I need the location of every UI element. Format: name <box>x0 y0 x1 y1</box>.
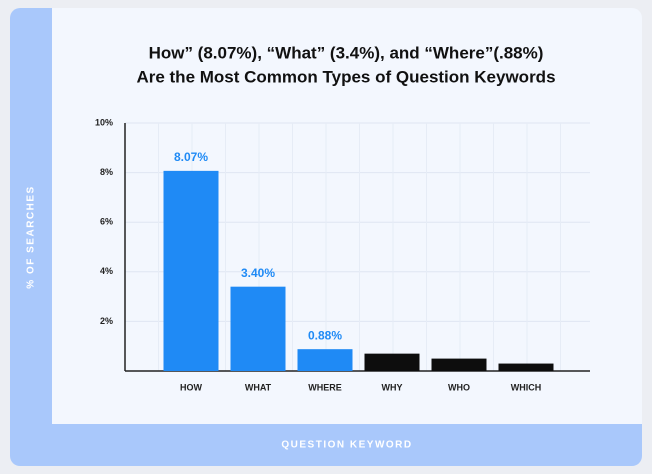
x-tick-label: WHICH <box>511 382 542 392</box>
y-label-strip <box>10 8 52 466</box>
bar <box>431 358 487 371</box>
bar <box>230 286 286 371</box>
bar <box>163 170 219 371</box>
y-axis-label: % OF SEARCHES <box>26 185 37 288</box>
x-axis-label: QUESTION KEYWORD <box>281 440 412 451</box>
y-tick-label: 6% <box>100 217 113 227</box>
value-label: 8.07% <box>174 150 208 164</box>
x-tick-label: WHO <box>448 382 470 392</box>
bar <box>498 363 554 371</box>
x-tick-label: WHAT <box>245 382 272 392</box>
y-tick-label: 10% <box>95 117 113 127</box>
chart-title: Are the Most Common Types of Question Ke… <box>136 67 555 86</box>
x-label-strip <box>52 424 642 466</box>
bar <box>364 353 420 371</box>
value-label: 3.40% <box>241 266 275 280</box>
y-tick-label: 2% <box>100 316 113 326</box>
value-label: 0.88% <box>308 328 342 342</box>
y-tick-label: 8% <box>100 167 113 177</box>
bar <box>297 349 353 371</box>
x-tick-label: WHERE <box>308 382 342 392</box>
x-tick-label: WHY <box>382 382 403 392</box>
y-tick-label: 4% <box>100 266 113 276</box>
chart-title: How” (8.07%), “What” (3.4%), and “Where”… <box>149 43 544 62</box>
x-tick-label: HOW <box>180 382 203 392</box>
